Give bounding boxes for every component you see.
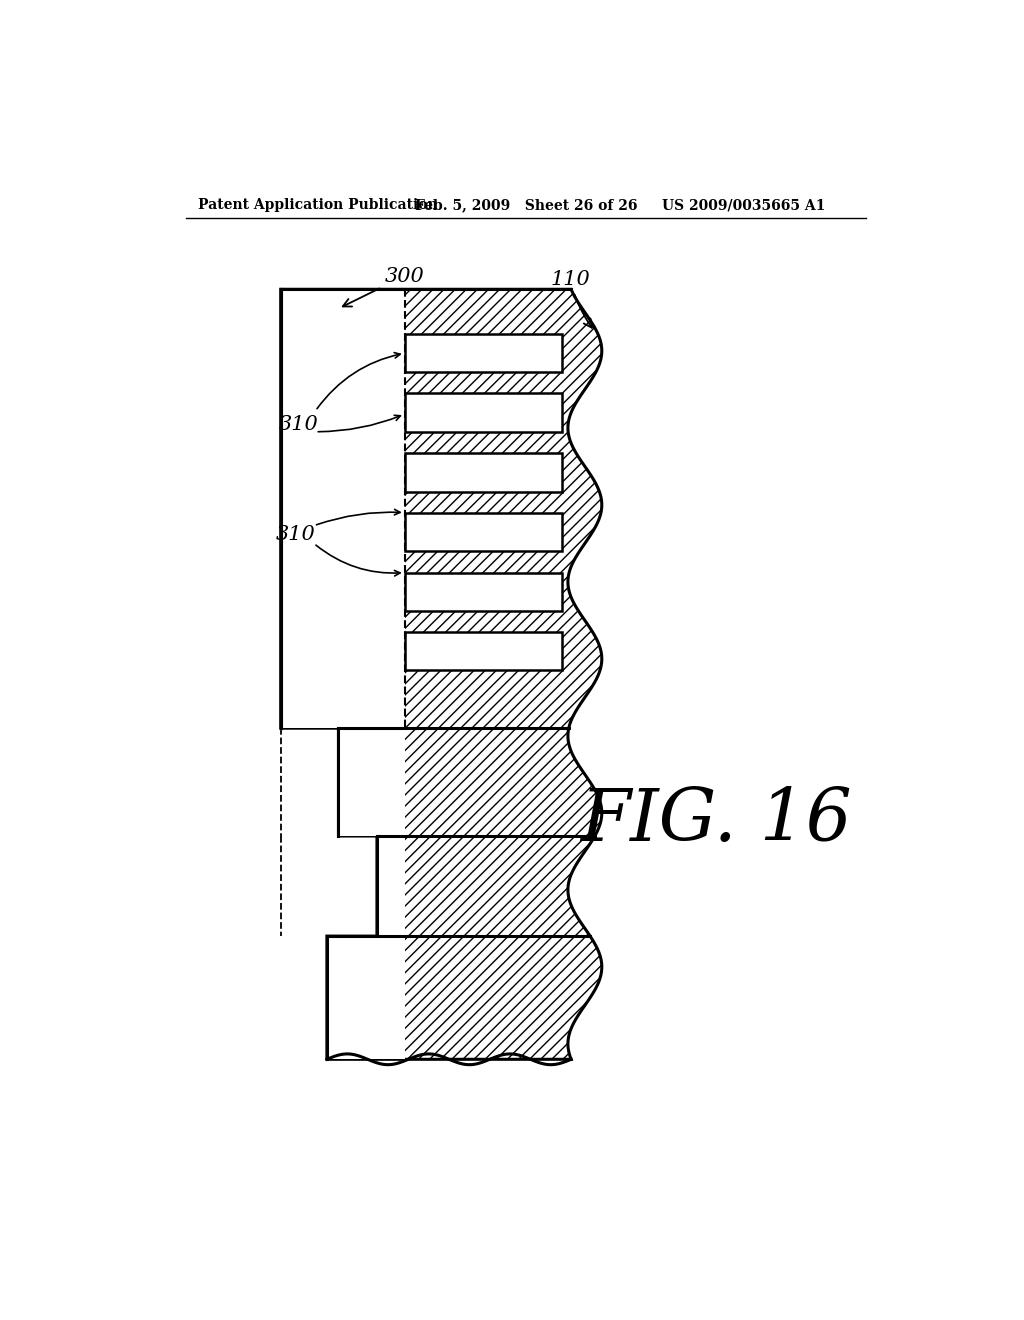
Bar xyxy=(377,836,406,936)
Bar xyxy=(406,393,562,432)
Bar xyxy=(339,729,406,836)
Bar xyxy=(406,453,562,492)
Text: FIG. 16: FIG. 16 xyxy=(580,785,852,855)
Text: US 2009/0035665 A1: US 2009/0035665 A1 xyxy=(662,198,825,213)
Bar xyxy=(406,334,562,372)
Text: 110: 110 xyxy=(550,271,592,327)
Text: Patent Application Publication: Patent Application Publication xyxy=(199,198,438,213)
Text: 310: 310 xyxy=(279,414,318,433)
Bar xyxy=(281,289,406,729)
Polygon shape xyxy=(281,289,602,1059)
Bar xyxy=(406,573,562,611)
Bar xyxy=(406,632,562,671)
Bar xyxy=(327,936,406,1059)
Text: Feb. 5, 2009   Sheet 26 of 26: Feb. 5, 2009 Sheet 26 of 26 xyxy=(416,198,638,213)
Bar xyxy=(406,512,562,552)
Text: 310: 310 xyxy=(276,524,316,544)
Text: 300: 300 xyxy=(343,267,424,306)
